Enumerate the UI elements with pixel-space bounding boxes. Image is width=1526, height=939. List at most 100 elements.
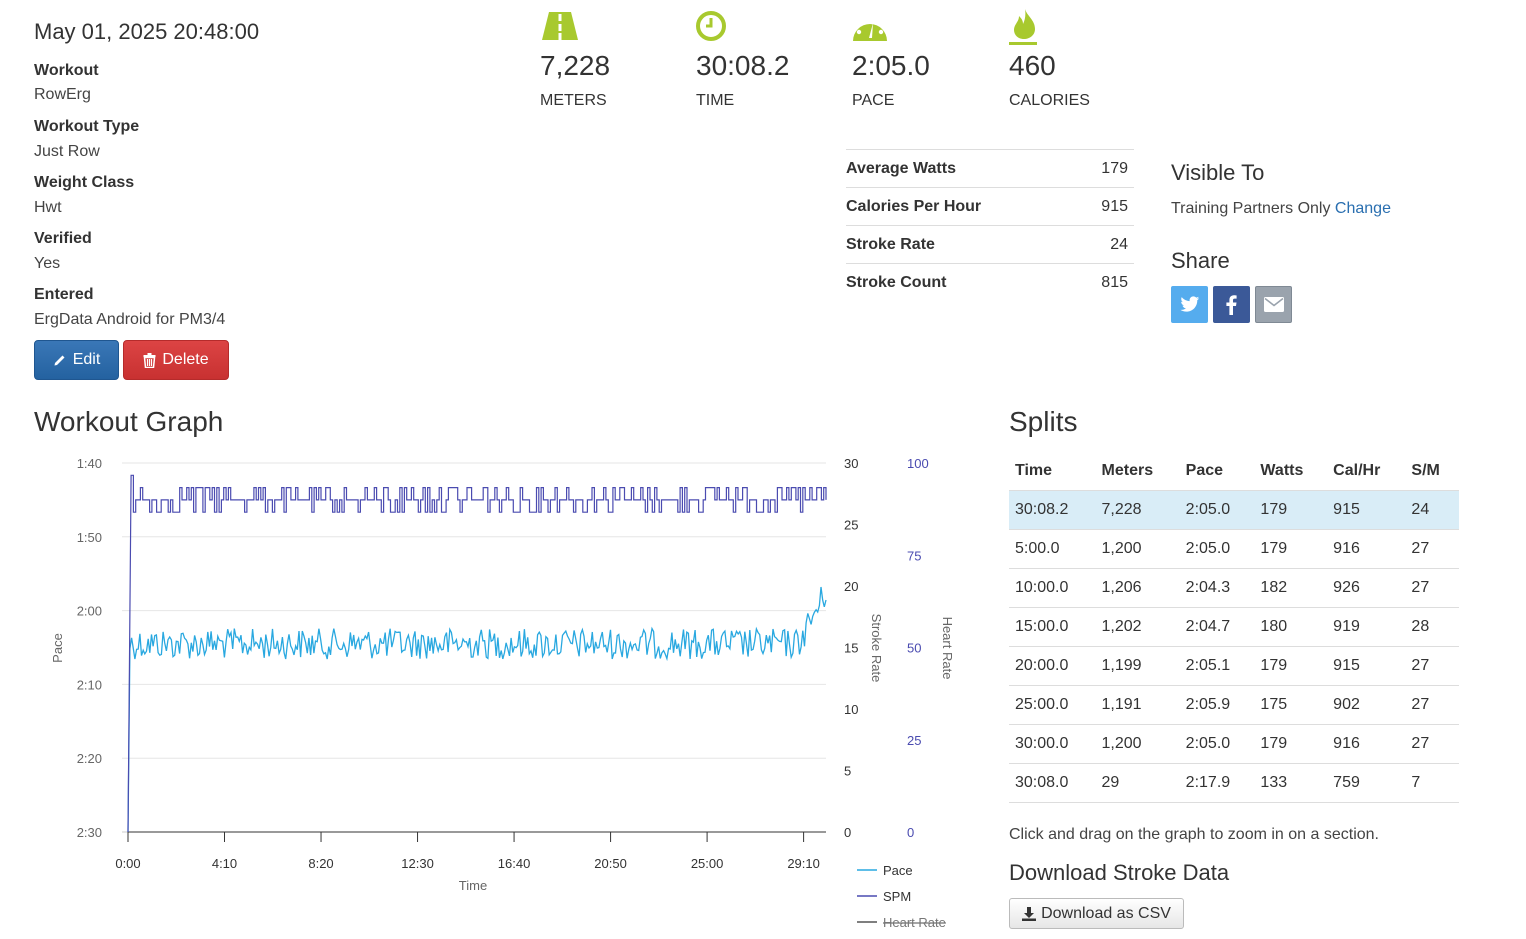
download-csv-button[interactable]: Download as CSV <box>1009 898 1184 929</box>
splits-cell: 27 <box>1405 646 1459 686</box>
splits-cell: 919 <box>1327 607 1406 647</box>
pace-tick-label: 2:30 <box>77 825 102 840</box>
summary-row-stroke-count: Stroke Count 815 <box>846 263 1134 301</box>
splits-row: 20:00.0 1,199 2:05.1 179 915 27 <box>1009 646 1459 686</box>
splits-cell: 7,228 <box>1095 490 1180 530</box>
splits-cell: 1,200 <box>1095 724 1180 764</box>
splits-total-row: 30:08.2 7,228 2:05.0 179 915 24 <box>1009 490 1459 530</box>
splits-row: 30:00.0 1,200 2:05.0 179 916 27 <box>1009 724 1459 764</box>
summary-value: 24 <box>1110 235 1128 253</box>
edit-button[interactable]: Edit <box>34 340 119 380</box>
stroke-rate-tick-label: 25 <box>844 518 858 533</box>
splits-header-row: Time Meters Pace Watts Cal/Hr S/M <box>1009 451 1459 491</box>
splits-cell: 30:08.2 <box>1009 490 1096 530</box>
splits-cell: 179 <box>1254 490 1328 530</box>
splits-column-header: Cal/Hr <box>1327 451 1406 491</box>
splits-column-header: Watts <box>1254 451 1328 491</box>
splits-cell: 24 <box>1405 490 1459 530</box>
change-visibility-link[interactable]: Change <box>1334 200 1391 217</box>
facebook-icon <box>1226 294 1237 315</box>
splits-column-header: Meters <box>1095 451 1180 491</box>
chart-legend[interactable]: Pace SPM Heart Rate <box>857 863 946 930</box>
stroke-rate-tick-label: 30 <box>844 456 858 471</box>
stat-meters-label: METERS <box>540 92 607 109</box>
pace-series-line <box>127 586 827 833</box>
splits-cell: 179 <box>1254 724 1328 764</box>
flame-icon <box>1009 9 1037 45</box>
chart-series <box>127 474 827 833</box>
splits-cell: 2:05.1 <box>1179 646 1255 686</box>
stat-meters-value: 7,228 <box>540 50 611 81</box>
x-tick-label: 4:10 <box>212 856 237 871</box>
summary-value: 915 <box>1101 197 1128 215</box>
detail-value-weight-class: Hwt <box>34 199 62 216</box>
stat-calories-value: 460 <box>1009 50 1056 81</box>
stat-pace: 2:05.0 PACE <box>852 8 992 109</box>
speedometer-icon <box>853 15 887 41</box>
stat-time-value: 30:08.2 <box>696 50 790 81</box>
splits-cell: 28 <box>1405 607 1459 647</box>
legend-item-label: Pace <box>883 863 913 878</box>
x-tick-label: 16:40 <box>498 856 531 871</box>
splits-cell: 10:00.0 <box>1009 568 1096 608</box>
heart-rate-axis-title: Heart Rate <box>940 617 955 680</box>
splits-row: 10:00.0 1,206 2:04.3 182 926 27 <box>1009 568 1459 608</box>
splits-cell: 2:04.7 <box>1179 607 1255 647</box>
share-title: Share <box>1171 248 1230 273</box>
splits-row: 15:00.0 1,202 2:04.7 180 919 28 <box>1009 607 1459 647</box>
splits-column-header: S/M <box>1405 451 1459 491</box>
detail-value-workout-type: Just Row <box>34 143 100 160</box>
x-tick-label: 25:00 <box>691 856 724 871</box>
splits-cell: 926 <box>1327 568 1406 608</box>
workout-graph-title: Workout Graph <box>34 406 224 437</box>
summary-row-average-watts: Average Watts 179 <box>846 149 1134 187</box>
download-icon <box>1022 906 1037 921</box>
splits-cell: 1,202 <box>1095 607 1180 647</box>
splits-cell: 759 <box>1327 763 1406 803</box>
legend-item-label: SPM <box>883 889 911 904</box>
share-twitter-button[interactable] <box>1171 286 1208 323</box>
detail-label-workout-type: Workout Type <box>34 118 140 135</box>
stroke-rate-axis-title: Stroke Rate <box>869 614 884 683</box>
heart-rate-tick-label: 50 <box>907 641 921 656</box>
stat-calories-label: CALORIES <box>1009 92 1090 109</box>
pace-tick-label: 2:20 <box>77 751 102 766</box>
chart-x-axis: 0:00 4:10 8:20 12:30 16:40 20:50 25:00 29:10 <box>115 831 826 871</box>
splits-cell: 179 <box>1254 646 1328 686</box>
x-tick-label: 12:30 <box>401 856 434 871</box>
delete-button[interactable]: Delete <box>123 340 229 380</box>
splits-cell: 133 <box>1254 763 1328 803</box>
splits-cell: 27 <box>1405 529 1459 569</box>
splits-cell: 915 <box>1327 490 1406 530</box>
splits-row: 5:00.0 1,200 2:05.0 179 916 27 <box>1009 529 1459 569</box>
workout-graph[interactable]: 0:00 4:10 8:20 12:30 16:40 20:50 25:00 29:10 1:… <box>0 450 990 939</box>
splits-cell: 29 <box>1095 763 1180 803</box>
share-email-button[interactable] <box>1255 286 1292 323</box>
splits-row: 30:08.0 29 2:17.9 133 759 7 <box>1009 763 1459 803</box>
splits-cell: 915 <box>1327 646 1406 686</box>
stroke-rate-tick-label: 5 <box>844 764 851 779</box>
splits-table: Time Meters Pace Watts Cal/Hr S/M 30:08.2 7,22… <box>1009 451 1459 803</box>
stat-time-label: TIME <box>696 92 735 109</box>
edit-button-label: Edit <box>72 351 101 368</box>
delete-button-label: Delete <box>162 351 209 368</box>
share-facebook-button[interactable] <box>1213 286 1250 323</box>
splits-cell: 27 <box>1405 724 1459 764</box>
clock-icon <box>696 11 726 41</box>
stroke-rate-tick-label: 20 <box>844 579 858 594</box>
splits-cell: 2:05.0 <box>1179 724 1255 764</box>
splits-cell: 902 <box>1327 685 1406 725</box>
splits-cell: 179 <box>1254 529 1328 569</box>
splits-cell: 27 <box>1405 568 1459 608</box>
trash-icon <box>143 352 156 368</box>
summary-value: 815 <box>1101 273 1128 291</box>
visible-to-title: Visible To <box>1171 160 1265 185</box>
splits-cell: 916 <box>1327 724 1406 764</box>
stat-time: 30:08.2 TIME <box>696 8 836 109</box>
stat-calories: 460 CALORIES <box>1009 8 1149 109</box>
summary-label: Stroke Count <box>846 273 947 291</box>
summary-label: Calories Per Hour <box>846 197 982 215</box>
splits-body: 30:08.2 7,228 2:05.0 179 915 24 5:00.0 1,200 2:0… <box>1009 490 1459 803</box>
x-tick-label: 0:00 <box>115 856 140 871</box>
detail-label-weight-class: Weight Class <box>34 174 135 191</box>
